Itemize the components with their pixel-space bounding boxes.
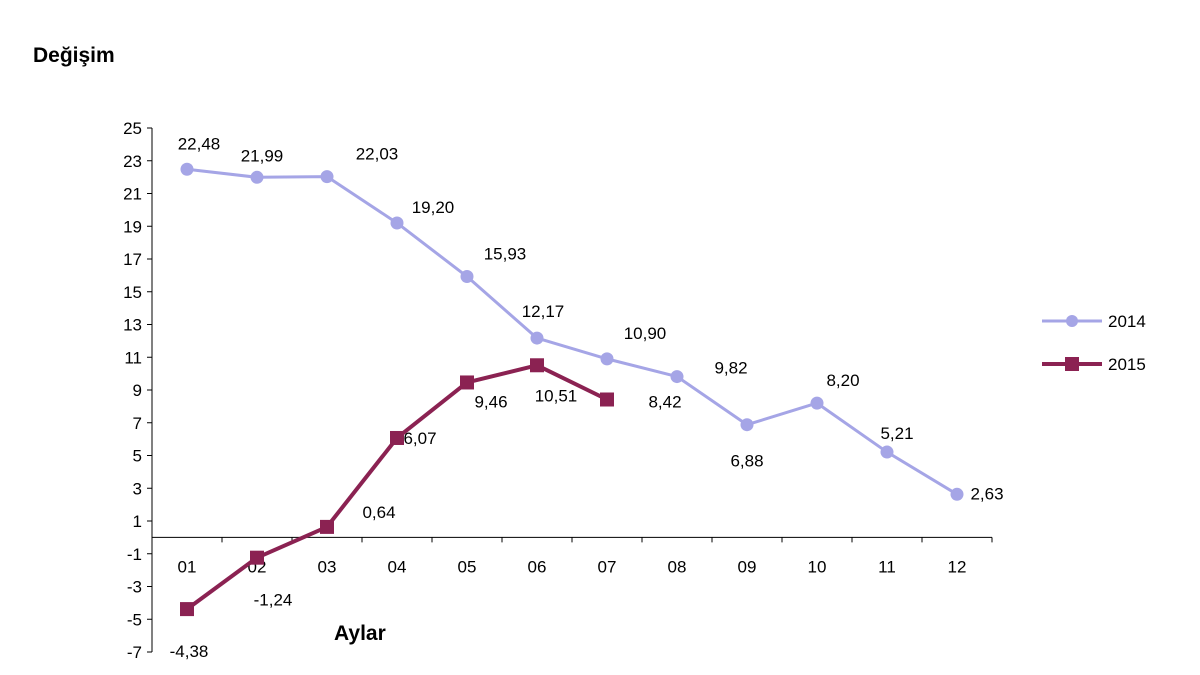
y-tick-label: 5 — [133, 447, 142, 466]
legend-marker-2015 — [1065, 357, 1079, 371]
y-tick-label: -7 — [127, 643, 142, 662]
data-label-2014: 6,88 — [730, 452, 763, 471]
data-label-2015: 10,51 — [535, 386, 578, 405]
legend-label-2015: 2015 — [1108, 355, 1146, 374]
y-tick-label: 25 — [123, 119, 142, 138]
data-label-2015: -4,38 — [170, 642, 209, 661]
data-labels: 22,48 21,99 22,03 19,20 15,93 12,17 10,90 9,82 6… — [170, 134, 1004, 661]
data-label-2014: 12,17 — [522, 302, 565, 321]
y-axis-title: Değişim — [33, 44, 115, 67]
y-tick-label: -5 — [127, 610, 142, 629]
data-label-2014: 22,48 — [178, 134, 221, 153]
data-point-2014 — [180, 162, 194, 176]
y-tick-label: 21 — [123, 185, 142, 204]
data-label-2014: 15,93 — [484, 245, 527, 264]
y-tick-label: 3 — [133, 479, 142, 498]
data-label-2015: 8,42 — [648, 392, 681, 411]
y-tick-label: 9 — [133, 381, 142, 400]
legend: 2014 2015 — [1042, 312, 1146, 374]
data-point-2014 — [530, 331, 544, 345]
data-point-2014 — [320, 170, 334, 184]
x-tick-label: 10 — [808, 557, 827, 576]
data-label-2014: 2,63 — [970, 484, 1003, 503]
data-point-2015 — [390, 430, 404, 445]
data-label-2014: 9,82 — [714, 359, 747, 378]
x-tick-label: 05 — [458, 557, 477, 576]
x-tick-label: 04 — [388, 557, 407, 576]
data-label-2015: 9,46 — [474, 392, 507, 411]
data-point-2015 — [530, 358, 544, 373]
data-point-2014 — [950, 487, 964, 501]
data-label-2014: 22,03 — [356, 145, 399, 164]
y-tick-label: 7 — [133, 414, 142, 433]
x-tick-label: 03 — [318, 557, 337, 576]
y-tick-label: 1 — [133, 512, 142, 531]
y-tick-label: 23 — [123, 152, 142, 171]
data-label-2014: 5,21 — [880, 424, 913, 443]
data-point-2014 — [880, 445, 894, 459]
data-label-2015: 6,07 — [403, 429, 436, 448]
data-point-2014 — [600, 352, 614, 366]
x-axis-title: Aylar — [334, 622, 386, 645]
data-point-2015 — [180, 602, 194, 617]
legend-label-2014: 2014 — [1108, 312, 1146, 331]
series-markers — [180, 162, 964, 617]
y-tick-label: 17 — [123, 250, 142, 269]
data-point-2014 — [670, 370, 684, 384]
data-label-2014: 8,20 — [826, 371, 859, 390]
data-point-2014 — [460, 270, 474, 284]
x-tick-label: 01 — [178, 557, 197, 576]
x-tick-label: 12 — [948, 557, 967, 576]
data-label-2015: 0,64 — [362, 503, 395, 522]
data-point-2015 — [600, 392, 614, 407]
x-tick-label: 11 — [878, 557, 896, 576]
data-point-2015 — [250, 550, 264, 565]
data-point-2014 — [250, 170, 264, 184]
y-tick-label: 15 — [123, 283, 142, 302]
y-tick-label: 13 — [123, 316, 142, 335]
x-tick-label: 09 — [738, 557, 757, 576]
data-point-2014 — [740, 418, 754, 432]
x-tick-label: 08 — [668, 557, 687, 576]
legend-marker-2014 — [1066, 315, 1078, 327]
data-point-2014 — [810, 396, 824, 410]
y-tick-label: -1 — [127, 545, 142, 564]
data-point-2015 — [320, 519, 334, 534]
data-label-2015: -1,24 — [254, 591, 293, 610]
y-tick-label: -3 — [127, 578, 142, 597]
x-tick-label: 06 — [528, 557, 547, 576]
x-tick-label: 07 — [598, 557, 617, 576]
data-point-2015 — [460, 375, 474, 390]
data-point-2014 — [390, 216, 404, 230]
data-label-2014: 19,20 — [412, 198, 455, 217]
y-tick-label: 11 — [124, 348, 142, 367]
series-2014-line — [186, 167, 958, 496]
data-label-2014: 10,90 — [624, 324, 667, 343]
data-label-2014: 21,99 — [241, 146, 284, 165]
y-tick-label: 19 — [123, 217, 142, 236]
